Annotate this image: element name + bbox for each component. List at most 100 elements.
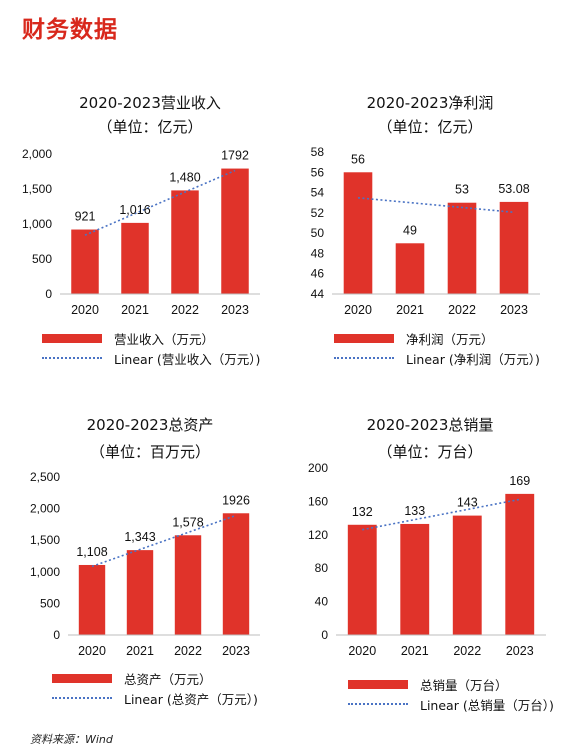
- data-label: 169: [509, 474, 530, 488]
- y-tick-label: 1,500: [22, 182, 52, 196]
- legend-line-swatch: [348, 703, 408, 705]
- y-tick-label: 50: [311, 226, 325, 240]
- y-tick-label: 2,500: [30, 470, 60, 484]
- data-label: 132: [352, 505, 373, 519]
- legend-bar-swatch: [348, 679, 408, 689]
- bar: [71, 229, 99, 294]
- chart-title: 2020-2023营业收入: [79, 94, 221, 112]
- bar: [499, 201, 529, 294]
- y-tick-label: 48: [311, 246, 325, 260]
- legend-label: Linear (总销量（万台）): [420, 697, 554, 713]
- chart-legend: 总销量（万台） Linear (总销量（万台）): [348, 674, 554, 714]
- bar: [343, 172, 373, 294]
- legend-label: 营业收入（万元）: [114, 331, 215, 347]
- y-tick-label: 1,000: [30, 565, 60, 579]
- page-title: 财务数据: [22, 16, 118, 43]
- legend-bar-swatch: [52, 673, 112, 683]
- total-assets-chart: 0 500 1,000 1,500 2,000 2,500 1,108 1,343 1,578 1…: [30, 470, 260, 658]
- legend-item-trend: Linear (营业收入（万元）): [42, 348, 260, 368]
- trend-line: [84, 169, 236, 236]
- x-tick-label: 2021: [121, 303, 149, 317]
- data-label: 56: [351, 152, 365, 166]
- legend-item-bar: 营业收入（万元）: [42, 328, 260, 348]
- bar: [222, 513, 250, 635]
- x-tick-label: 2022: [448, 303, 476, 317]
- x-tick-label: 2023: [500, 303, 528, 317]
- bar: [174, 535, 202, 635]
- bar: [78, 564, 106, 635]
- bar: [347, 524, 377, 635]
- y-tick-label: 0: [45, 287, 52, 301]
- legend-label: 净利润（万元）: [406, 331, 494, 347]
- bar: [126, 550, 154, 635]
- legend-item-bar: 总资产（万元）: [52, 668, 258, 688]
- data-label: 1,578: [172, 515, 203, 529]
- data-label: 1,108: [76, 545, 107, 559]
- y-tick-label: 56: [311, 165, 325, 179]
- y-tick-label: 80: [315, 561, 329, 575]
- data-label: 1,016: [119, 203, 150, 217]
- data-label: 143: [457, 496, 478, 510]
- x-tick-label: 2023: [506, 644, 534, 658]
- bar: [505, 493, 535, 635]
- trend-line: [362, 498, 520, 531]
- legend-item-trend: Linear (净利润（万元）): [334, 348, 540, 368]
- legend-line-swatch: [334, 357, 394, 359]
- legend-label: 总销量（万台）: [420, 677, 508, 693]
- trend-line: [357, 197, 515, 214]
- y-tick-label: 160: [308, 494, 328, 508]
- x-tick-label: 2021: [126, 644, 154, 658]
- bar: [452, 515, 482, 635]
- y-tick-label: 54: [311, 186, 325, 200]
- legend-label: Linear (总资产（万元）): [124, 691, 258, 707]
- y-tick-label: 2,000: [22, 147, 52, 161]
- y-tick-label: 500: [32, 252, 52, 266]
- legend-label: Linear (净利润（万元）): [406, 351, 540, 367]
- x-tick-label: 2022: [453, 644, 481, 658]
- revenue-chart: 0 500 1,000 1,500 2,000 921 1,016 1,480 1792 2020…: [22, 147, 260, 317]
- legend-line-swatch: [52, 697, 112, 699]
- source-note: 资料来源：Wind: [30, 733, 113, 746]
- chart-legend: 净利润（万元） Linear (净利润（万元）): [334, 328, 540, 368]
- bar: [447, 202, 477, 294]
- data-label: 1,480: [169, 170, 200, 184]
- chart-panel-sales-volume: 2020-2023总销量 （单位：万台） 0 40 80 120 160 200 132 13…: [290, 408, 567, 728]
- data-label: 1926: [222, 493, 250, 507]
- y-tick-label: 40: [315, 595, 329, 609]
- x-tick-label: 2020: [344, 303, 372, 317]
- legend-line-swatch: [42, 357, 102, 359]
- x-tick-label: 2023: [222, 644, 250, 658]
- y-tick-label: 2,000: [30, 502, 60, 516]
- chart-subtitle: （单位：亿元）: [97, 118, 203, 136]
- x-tick-label: 2023: [221, 303, 249, 317]
- legend-label: 总资产（万元）: [124, 671, 212, 687]
- bar: [121, 222, 149, 294]
- data-label: 133: [404, 504, 425, 518]
- chart-subtitle: （单位：万台）: [377, 443, 483, 461]
- chart-subtitle: （单位：亿元）: [377, 118, 483, 136]
- bar: [171, 190, 199, 294]
- trend-line: [91, 514, 237, 568]
- data-label: 1792: [221, 149, 249, 163]
- y-tick-label: 200: [308, 461, 328, 475]
- chart-legend: 总资产（万元） Linear (总资产（万元）): [52, 668, 258, 708]
- data-label: 1,343: [124, 530, 155, 544]
- net-profit-chart: 44 46 48 50 52 54 56 58 56 49 53 53.08 2020 2021 2022 2…: [311, 145, 540, 317]
- sales-volume-chart: 0 40 80 120 160 200 132 133 143 169 2020 2021 2022 20…: [308, 461, 546, 658]
- legend-bar-swatch: [42, 333, 102, 343]
- y-tick-label: 500: [40, 596, 60, 610]
- x-tick-label: 2020: [348, 644, 376, 658]
- y-tick-label: 44: [311, 287, 325, 301]
- bar: [395, 243, 425, 294]
- chart-title: 2020-2023总资产: [86, 416, 214, 434]
- y-tick-label: 52: [311, 206, 325, 220]
- y-tick-label: 0: [53, 628, 60, 642]
- legend-item-bar: 总销量（万台）: [348, 674, 554, 694]
- bar: [221, 168, 249, 294]
- x-tick-label: 2020: [71, 303, 99, 317]
- data-label: 921: [75, 210, 96, 224]
- chart-subtitle: （单位：百万元）: [89, 443, 210, 461]
- chart-title: 2020-2023总销量: [366, 416, 494, 434]
- data-label: 53: [455, 183, 469, 197]
- legend-item-trend: Linear (总资产（万元）): [52, 688, 258, 708]
